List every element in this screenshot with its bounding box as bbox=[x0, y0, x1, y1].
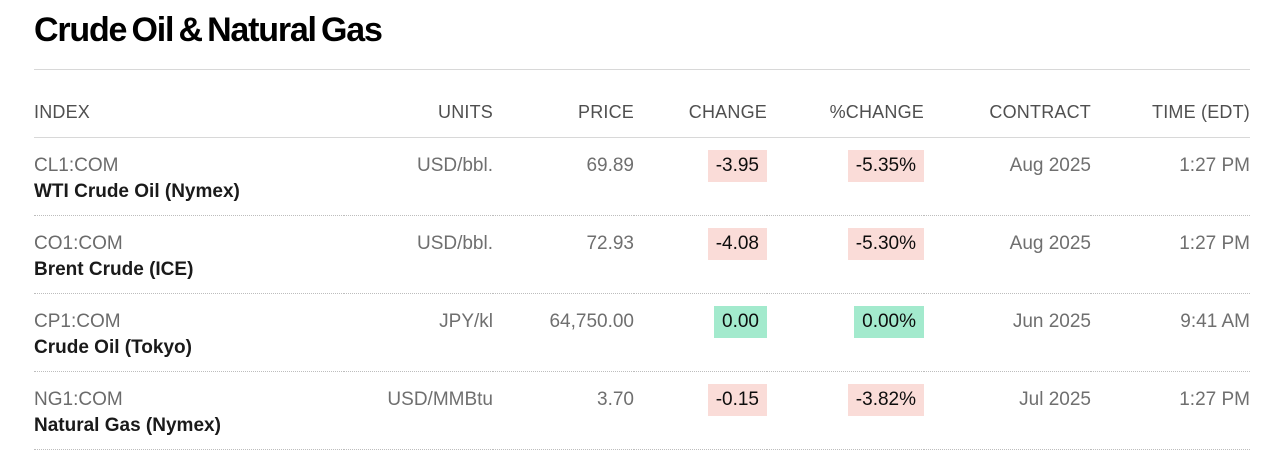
table-header: INDEX UNITS PRICE CHANGE %CHANGE CONTRAC… bbox=[34, 70, 1250, 138]
instrument-name: Brent Crude (ICE) bbox=[34, 259, 194, 280]
title-divider bbox=[34, 69, 1250, 70]
contract-value: Aug 2025 bbox=[924, 137, 1091, 216]
pct-change-value: -5.35% bbox=[847, 150, 924, 182]
instrument-name: Natural Gas (Nymex) bbox=[34, 415, 221, 436]
column-header-index: INDEX bbox=[34, 70, 344, 138]
units-value: JPY/kl bbox=[344, 293, 493, 372]
instrument-name: WTI Crude Oil (Nymex) bbox=[34, 181, 240, 202]
ticker-link[interactable]: NG1:COM bbox=[34, 389, 123, 410]
price-value: 64,750.00 bbox=[493, 293, 634, 372]
change-value: -3.95 bbox=[707, 150, 767, 182]
commodities-section: Crude Oil & Natural Gas INDEX UNITS PRIC… bbox=[0, 9, 1280, 450]
contract-value: Jun 2025 bbox=[924, 293, 1091, 372]
price-value: 3.70 bbox=[493, 371, 634, 450]
time-value: 1:27 PM bbox=[1091, 215, 1250, 294]
change-value: -4.08 bbox=[707, 228, 767, 260]
ticker-link[interactable]: CP1:COM bbox=[34, 311, 121, 332]
contract-value: Jul 2025 bbox=[924, 371, 1091, 450]
column-header-contract: CONTRACT bbox=[924, 70, 1091, 138]
pct-change-value: 0.00% bbox=[854, 306, 924, 338]
price-value: 72.93 bbox=[493, 215, 634, 294]
table-row: CO1:COM Brent Crude (ICE) USD/bbl. 72.93… bbox=[34, 215, 1250, 294]
column-header-time: TIME (EDT) bbox=[1091, 70, 1250, 138]
column-header-change: CHANGE bbox=[634, 70, 767, 138]
units-value: USD/bbl. bbox=[344, 137, 493, 216]
commodities-table: INDEX UNITS PRICE CHANGE %CHANGE CONTRAC… bbox=[34, 70, 1250, 450]
time-value: 1:27 PM bbox=[1091, 137, 1250, 216]
price-value: 69.89 bbox=[493, 137, 634, 216]
ticker-link[interactable]: CL1:COM bbox=[34, 155, 119, 176]
contract-value: Aug 2025 bbox=[924, 215, 1091, 294]
table-row: CL1:COM WTI Crude Oil (Nymex) USD/bbl. 6… bbox=[34, 137, 1250, 216]
change-value: 0.00 bbox=[714, 306, 767, 338]
column-header-price: PRICE bbox=[493, 70, 634, 138]
pct-change-value: -3.82% bbox=[847, 384, 924, 416]
change-value: -0.15 bbox=[707, 384, 767, 416]
pct-change-value: -5.30% bbox=[847, 228, 924, 260]
units-value: USD/bbl. bbox=[344, 215, 493, 294]
time-value: 9:41 AM bbox=[1091, 293, 1250, 372]
ticker-link[interactable]: CO1:COM bbox=[34, 233, 123, 254]
units-value: USD/MMBtu bbox=[344, 371, 493, 450]
page-title: Crude Oil & Natural Gas bbox=[34, 11, 383, 49]
table-row: CP1:COM Crude Oil (Tokyo) JPY/kl 64,750.… bbox=[34, 293, 1250, 372]
table-row: NG1:COM Natural Gas (Nymex) USD/MMBtu 3.… bbox=[34, 371, 1250, 450]
column-header-pct-change: %CHANGE bbox=[767, 70, 924, 138]
time-value: 1:27 PM bbox=[1091, 371, 1250, 450]
column-header-units: UNITS bbox=[344, 70, 493, 138]
instrument-name: Crude Oil (Tokyo) bbox=[34, 337, 192, 358]
